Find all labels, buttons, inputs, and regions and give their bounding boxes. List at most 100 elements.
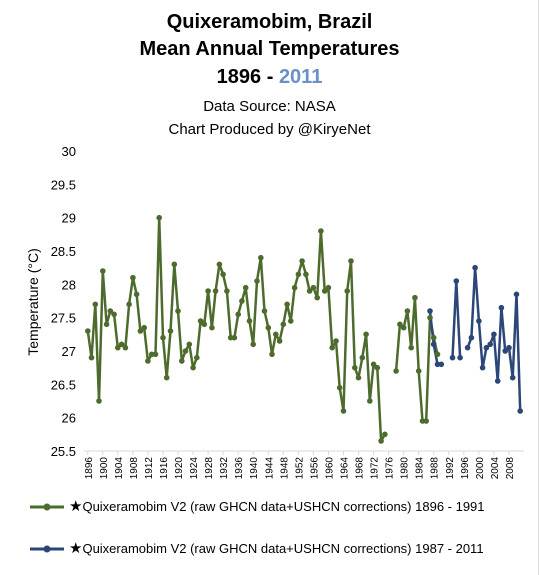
series-2-point (476, 318, 482, 324)
series-1-point (133, 291, 140, 298)
series-1-point (194, 354, 200, 361)
x-tick-label: 2008 (505, 457, 516, 480)
chart-title-line2: Mean Annual Temperatures (139, 38, 400, 60)
series-1-point (171, 261, 178, 268)
series-2-point (517, 408, 523, 414)
chart-axes (84, 450, 524, 455)
x-tick-label: 1948 (279, 457, 290, 480)
series-2-line (451, 279, 462, 358)
series-1-point (412, 294, 418, 301)
series-1-point (167, 328, 174, 334)
series-1-point (400, 324, 407, 331)
series-1-point (197, 318, 204, 324)
y-tick-label: 28.5 (51, 244, 76, 259)
series-1-point (96, 398, 102, 404)
x-tick-label: 1980 (400, 457, 411, 480)
series-1-point (220, 271, 226, 278)
x-tick-label: 1960 (324, 457, 335, 480)
series-1-point (415, 368, 422, 374)
series-1-point (145, 358, 151, 364)
series-1-point (269, 351, 275, 358)
x-tick-label: 1924 (189, 457, 200, 480)
series-1-point (299, 258, 305, 264)
x-tick-label: 1900 (99, 457, 110, 480)
x-tick-label: 1996 (460, 457, 471, 480)
y-tick-label: 25.5 (51, 444, 76, 459)
series-1-point (254, 278, 260, 284)
series-1-point (126, 301, 132, 308)
y-tick-label: 27 (62, 344, 76, 359)
x-tick-label: 1940 (249, 457, 260, 480)
series-1-point (329, 344, 336, 351)
series-1-point (423, 418, 430, 424)
series-points (85, 214, 523, 444)
series-1-point (363, 331, 369, 338)
series-1-point (179, 358, 185, 364)
series-2-point (491, 331, 497, 338)
series-1-line (86, 216, 386, 443)
series-1-point (186, 341, 193, 348)
series-1-point (111, 311, 117, 318)
series-1-point (344, 288, 351, 294)
series-1-point (261, 308, 268, 314)
series-1-point (118, 341, 125, 348)
x-tick-labels: 1896 1900 1904 1908 1912 1916 1920 1924 1928 1932… (84, 457, 516, 480)
series-1-point (430, 334, 437, 341)
series-1-point (280, 321, 287, 328)
x-tick-label: 1920 (174, 457, 185, 480)
title-year-separator: - (261, 66, 279, 88)
series-1-point (160, 334, 166, 341)
series-1-point (382, 431, 388, 438)
series-1-point (100, 268, 106, 274)
series-1-point (209, 324, 215, 331)
x-tick-label: 2004 (490, 457, 501, 480)
series-1-point (250, 341, 256, 348)
series-1-point (103, 321, 110, 328)
series-1-point (325, 284, 332, 291)
x-tick-label: 1904 (114, 457, 125, 480)
series-1-point (276, 338, 283, 344)
series-1-point (107, 308, 114, 314)
series-2-point (457, 354, 463, 361)
series-2-point (479, 364, 486, 371)
y-tick-label: 26.5 (51, 377, 76, 392)
x-tick-label: 1896 (84, 457, 95, 480)
series-2-point (513, 291, 520, 298)
x-tick-label: 1976 (385, 457, 396, 480)
series-1-point (393, 368, 399, 374)
series-2-point (438, 361, 445, 368)
series-1-point (92, 301, 99, 308)
series-1-point (295, 271, 302, 278)
x-tick-label: 1936 (234, 457, 245, 480)
series-1-point (314, 294, 321, 301)
series-1-point (427, 314, 433, 321)
series-2-point (509, 374, 516, 381)
series-1-point (212, 288, 219, 294)
series-1-point (352, 364, 358, 371)
series-2-point (468, 334, 475, 341)
series-1-point (115, 344, 121, 351)
series-1-point (216, 261, 223, 268)
x-tick-label: 1956 (309, 457, 320, 480)
series-1-point (273, 331, 279, 338)
x-tick-label: 1988 (430, 457, 441, 480)
series-2-point (494, 378, 501, 384)
legend-star-icon: ★ (69, 540, 83, 557)
x-tick-label: 1968 (355, 457, 366, 480)
series-1-point (336, 384, 343, 391)
title-year-start: 1896 (216, 66, 262, 88)
data-source-subtitle: Data Source: NASA (203, 98, 336, 115)
series-1-point (175, 308, 181, 314)
series-1-point (408, 344, 415, 351)
series-1-point (130, 274, 136, 281)
series-1-point (434, 351, 441, 358)
series-1-point (258, 254, 264, 261)
series-1-point (156, 214, 162, 221)
y-tick-label: 26 (62, 411, 76, 426)
y-tick-labels: 30 29.5 29 28.5 28 27.5 27 26.5 26 25.5 (51, 144, 76, 459)
series-1-point (378, 438, 384, 444)
series-1-point (284, 301, 290, 308)
chart-title-years: 1896 - 2011 (0, 65, 539, 90)
y-tick-label: 29.5 (51, 177, 76, 192)
series-1-point (367, 398, 373, 404)
